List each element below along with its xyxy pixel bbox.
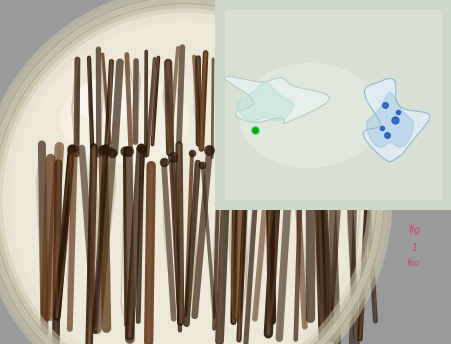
Text: 1: 1 xyxy=(411,243,417,253)
Polygon shape xyxy=(366,93,413,147)
Polygon shape xyxy=(362,78,429,162)
Ellipse shape xyxy=(238,63,380,168)
Polygon shape xyxy=(224,76,329,123)
Text: foo: foo xyxy=(405,259,419,269)
Text: fig: fig xyxy=(408,225,420,235)
Polygon shape xyxy=(236,82,293,121)
Bar xyxy=(215,0,451,210)
Bar xyxy=(225,10,441,200)
Ellipse shape xyxy=(0,0,379,344)
Ellipse shape xyxy=(75,77,135,122)
Ellipse shape xyxy=(60,75,189,165)
